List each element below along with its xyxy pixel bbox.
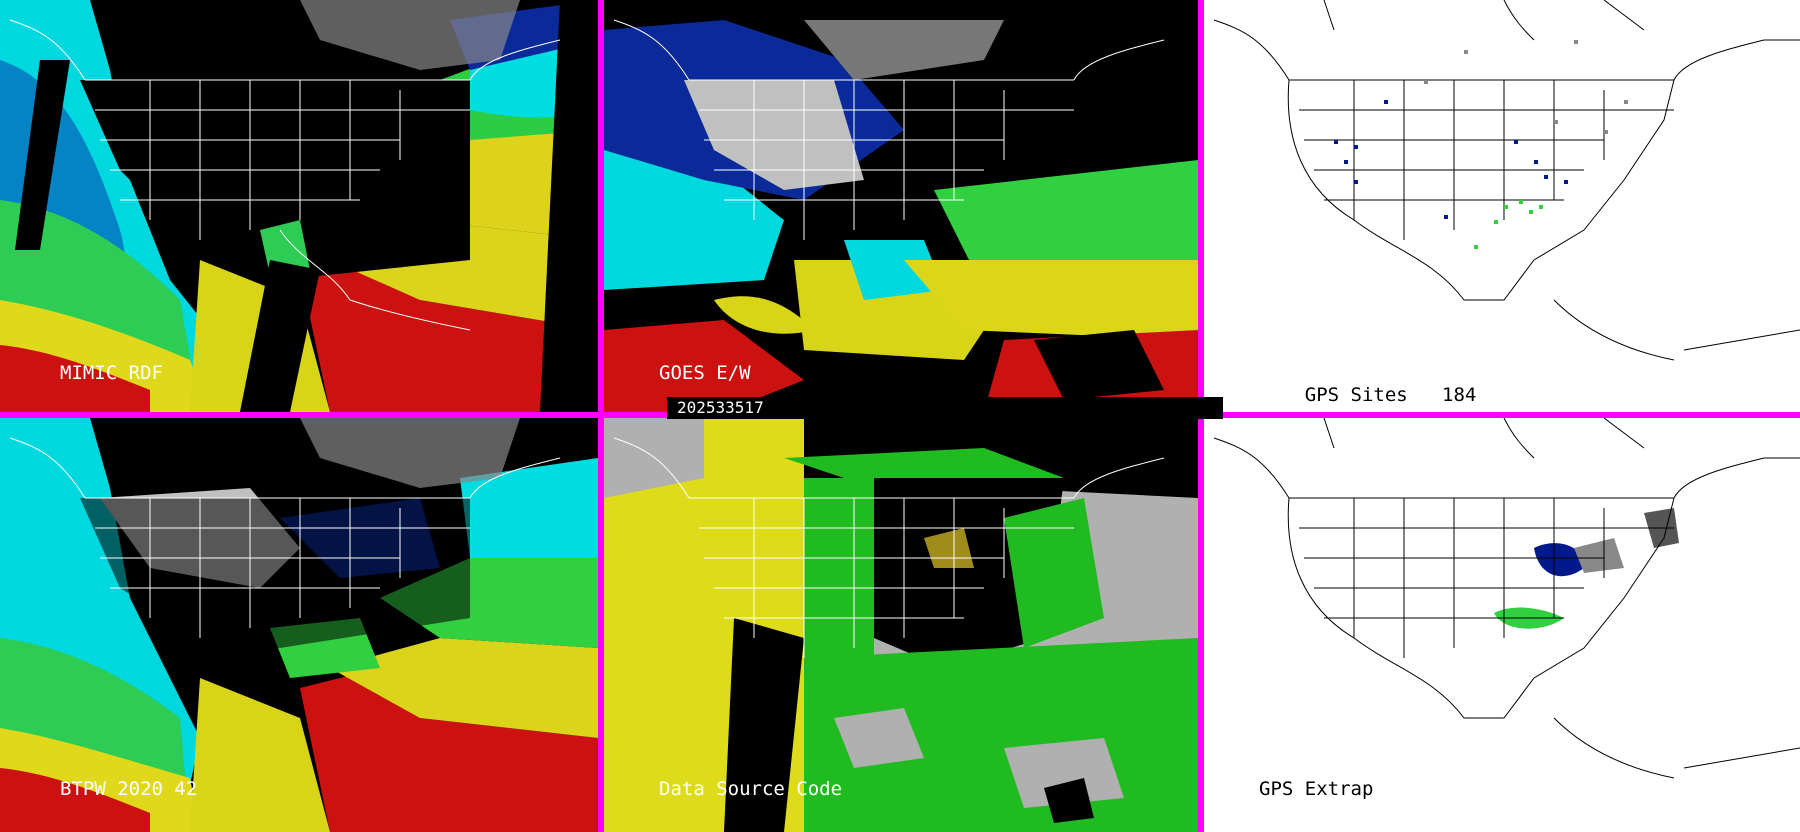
data-source-map <box>604 418 1198 832</box>
panel-label-gps-extrap: GPS Extrap <box>1259 778 1374 800</box>
panel-label-btpw: BTPW 2020 42 <box>60 778 198 800</box>
timestamp-label: 202533517 <box>667 397 1223 419</box>
goes-map <box>604 0 1198 412</box>
gps-sites-map <box>1204 0 1800 412</box>
panel-data-source-code: Data Source Code <box>604 418 1198 832</box>
panel-goes: GOES E/W <box>604 0 1198 412</box>
mimic-rdf-map <box>0 0 598 412</box>
panel-label-gps-sites: GPS Sites 184 <box>1259 362 1477 412</box>
gps-sites-label: GPS Sites <box>1304 384 1408 406</box>
btpw-map <box>0 418 598 832</box>
panel-gps-extrap: GPS Extrap <box>1204 418 1800 832</box>
panel-gps-sites: GPS Sites 184 <box>1204 0 1800 412</box>
gps-extrap-map <box>1204 418 1800 832</box>
panel-label-data-source: Data Source Code <box>659 778 843 800</box>
panel-btpw: BTPW 2020 42 <box>0 418 598 832</box>
panel-label-goes: GOES E/W <box>659 362 751 384</box>
panel-label-mimic: MIMIC RDF <box>60 362 163 384</box>
panel-mimic-rdf: MIMIC RDF <box>0 0 598 412</box>
gps-sites-count: 184 <box>1442 384 1477 406</box>
